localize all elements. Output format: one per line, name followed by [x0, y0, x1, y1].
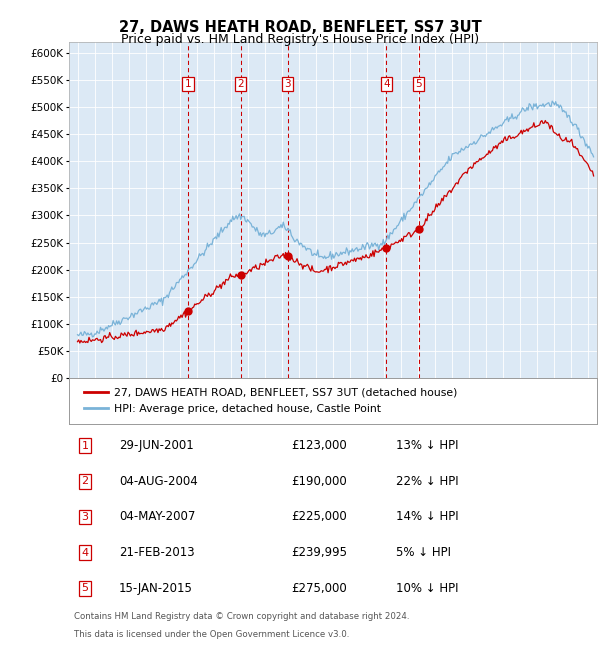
Text: 2: 2 — [238, 79, 244, 89]
Text: 15-JAN-2015: 15-JAN-2015 — [119, 582, 193, 595]
Text: 1: 1 — [82, 441, 88, 450]
Text: 21-FEB-2013: 21-FEB-2013 — [119, 546, 195, 559]
Text: 3: 3 — [284, 79, 291, 89]
Text: 14% ↓ HPI: 14% ↓ HPI — [397, 510, 459, 523]
Text: 10% ↓ HPI: 10% ↓ HPI — [397, 582, 459, 595]
Text: 13% ↓ HPI: 13% ↓ HPI — [397, 439, 459, 452]
Text: 04-AUG-2004: 04-AUG-2004 — [119, 474, 198, 488]
Text: 04-MAY-2007: 04-MAY-2007 — [119, 510, 196, 523]
Text: 27, DAWS HEATH ROAD, BENFLEET, SS7 3UT: 27, DAWS HEATH ROAD, BENFLEET, SS7 3UT — [119, 20, 481, 34]
Text: £190,000: £190,000 — [291, 474, 347, 488]
Text: £123,000: £123,000 — [291, 439, 347, 452]
Text: 4: 4 — [81, 548, 88, 558]
Text: 1: 1 — [185, 79, 191, 89]
Text: 5: 5 — [416, 79, 422, 89]
Text: 5: 5 — [82, 584, 88, 593]
Text: 3: 3 — [82, 512, 88, 522]
Text: £239,995: £239,995 — [291, 546, 347, 559]
Text: 2: 2 — [81, 476, 88, 486]
Text: 29-JUN-2001: 29-JUN-2001 — [119, 439, 194, 452]
Text: 5% ↓ HPI: 5% ↓ HPI — [397, 546, 451, 559]
Text: 4: 4 — [383, 79, 390, 89]
Text: Contains HM Land Registry data © Crown copyright and database right 2024.: Contains HM Land Registry data © Crown c… — [74, 612, 410, 621]
Text: £275,000: £275,000 — [291, 582, 347, 595]
Text: This data is licensed under the Open Government Licence v3.0.: This data is licensed under the Open Gov… — [74, 630, 350, 639]
Text: Price paid vs. HM Land Registry's House Price Index (HPI): Price paid vs. HM Land Registry's House … — [121, 32, 479, 46]
Legend: 27, DAWS HEATH ROAD, BENFLEET, SS7 3UT (detached house), HPI: Average price, det: 27, DAWS HEATH ROAD, BENFLEET, SS7 3UT (… — [80, 384, 462, 418]
Text: 22% ↓ HPI: 22% ↓ HPI — [397, 474, 459, 488]
Text: £225,000: £225,000 — [291, 510, 347, 523]
